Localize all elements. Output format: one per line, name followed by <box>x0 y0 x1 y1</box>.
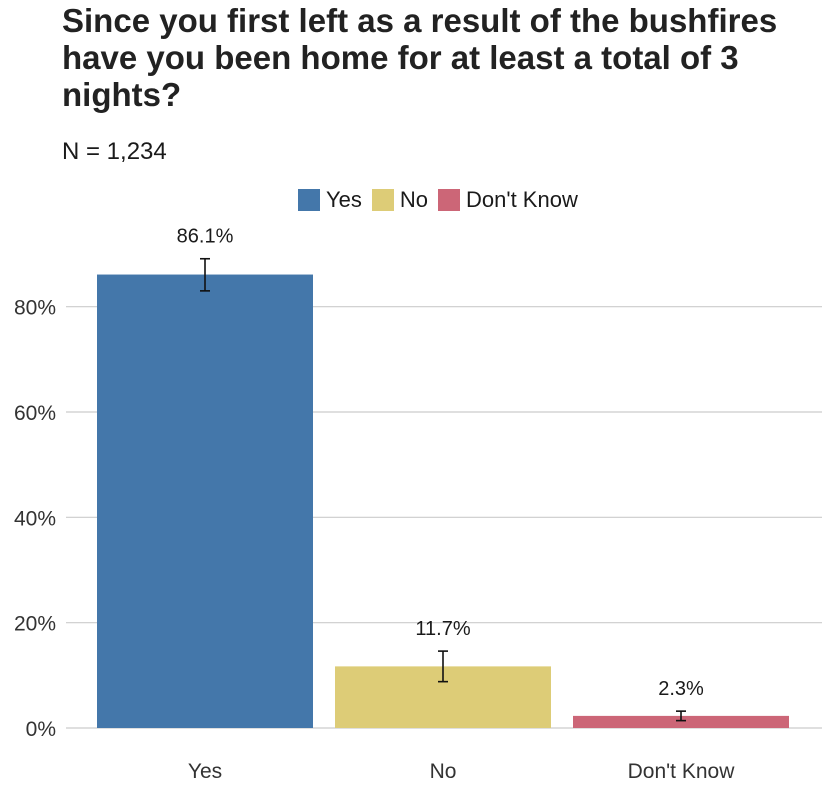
chart-legend: Yes No Don't Know <box>298 187 588 213</box>
y-tick-label: 0% <box>26 718 56 741</box>
y-tick-label: 20% <box>14 613 56 636</box>
data-label: 2.3% <box>658 678 704 700</box>
legend-label-dont-know: Don't Know <box>466 187 578 212</box>
data-label: 86.1% <box>177 226 234 248</box>
bar <box>97 274 313 728</box>
chart-title: Since you first left as a result of the … <box>62 2 778 113</box>
x-tick-label: No <box>430 760 457 783</box>
y-tick-label: 80% <box>14 297 56 320</box>
x-tick-label: Yes <box>188 760 222 783</box>
legend-item-no: No <box>371 187 429 213</box>
legend-item-yes: Yes <box>298 187 362 213</box>
bar <box>573 715 789 728</box>
legend-item-dont-know: Don't Know <box>438 187 578 213</box>
y-tick-label: 40% <box>14 507 56 530</box>
y-tick-label: 60% <box>14 402 56 425</box>
chart-subtitle: N = 1,234 <box>62 138 167 165</box>
legend-swatch-yes <box>298 189 320 211</box>
legend-swatch-dont-know <box>438 189 461 211</box>
legend-label-yes: Yes <box>326 187 362 212</box>
x-tick-label: Don't Know <box>628 760 736 783</box>
legend-swatch-no <box>371 189 394 211</box>
legend-label-no: No <box>399 187 429 212</box>
data-label: 11.7% <box>415 618 470 640</box>
